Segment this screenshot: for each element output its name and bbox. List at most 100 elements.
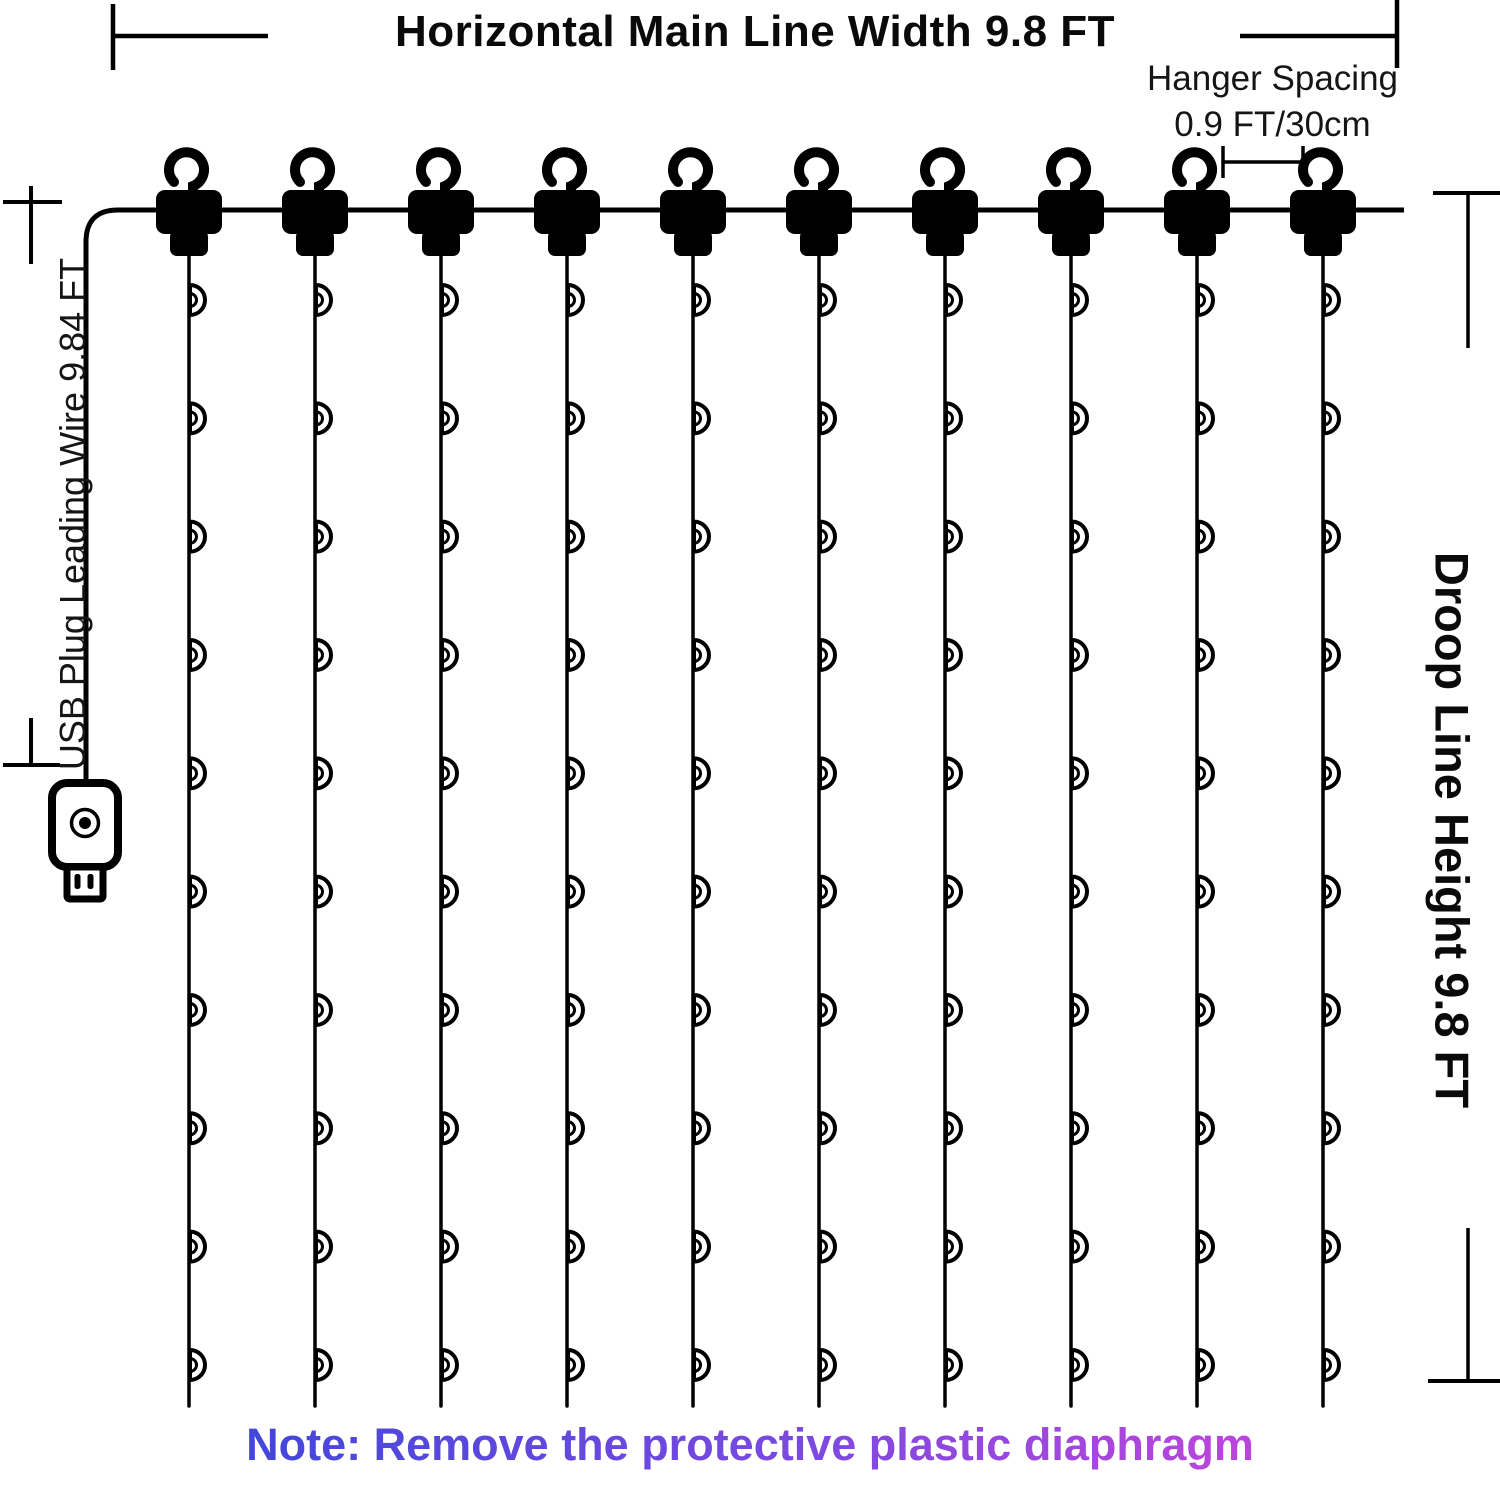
led-bulb-icon bbox=[314, 282, 333, 318]
led-bulb-icon bbox=[566, 756, 585, 791]
led-bulb-icon bbox=[314, 992, 333, 1027]
led-bulb-icon bbox=[1070, 992, 1089, 1027]
led-bulb-icon bbox=[944, 637, 963, 672]
led-bulb-icon bbox=[692, 637, 711, 672]
led-bulb-icon bbox=[188, 756, 207, 791]
led-bulb-icon bbox=[818, 519, 837, 554]
led-bulb-icon bbox=[944, 1347, 963, 1382]
led-bulb-icon bbox=[188, 519, 207, 554]
hanger-hook-icon bbox=[786, 147, 852, 256]
hanger-hook-icon bbox=[156, 147, 222, 256]
led-bulb-icon bbox=[188, 401, 207, 436]
hanger-hook-icon bbox=[1290, 147, 1356, 256]
led-bulb-icon bbox=[314, 401, 333, 436]
led-bulb-icon bbox=[1196, 1111, 1215, 1146]
led-bulb-icon bbox=[692, 1229, 711, 1264]
note-banner: Note: Remove the protective plastic diap… bbox=[0, 1419, 1500, 1471]
led-bulb-icon bbox=[1322, 992, 1341, 1027]
led-bulb-icon bbox=[692, 401, 711, 436]
hanger-hook-icon bbox=[1038, 147, 1104, 256]
led-bulb-icon bbox=[692, 992, 711, 1027]
led-bulb-icon bbox=[818, 1111, 837, 1146]
led-bulb-icon bbox=[1196, 992, 1215, 1027]
led-bulb-icon bbox=[566, 519, 585, 554]
led-bulb-icon bbox=[692, 874, 711, 909]
led-bulb-icon bbox=[1322, 1347, 1341, 1382]
led-bulb-icon bbox=[692, 282, 711, 318]
led-bulb-icon bbox=[188, 1111, 207, 1146]
led-bulb-icon bbox=[314, 1347, 333, 1382]
led-bulb-icon bbox=[1070, 1111, 1089, 1146]
led-bulb-icon bbox=[1196, 282, 1215, 318]
led-bulb-icon bbox=[818, 756, 837, 791]
led-bulb-icon bbox=[188, 992, 207, 1027]
hanger-spacing-value: 0.9 FT/30cm bbox=[1174, 104, 1371, 144]
led-bulb-icon bbox=[944, 992, 963, 1027]
led-bulb-icon bbox=[944, 756, 963, 791]
led-bulb-icon bbox=[440, 1347, 459, 1382]
led-bulb-icon bbox=[314, 1111, 333, 1146]
led-bulb-icon bbox=[692, 1111, 711, 1146]
droop-height-label: Droop Line Height 9.8 FT bbox=[1425, 551, 1479, 1109]
led-bulb-icon bbox=[1196, 401, 1215, 436]
led-bulb-icon bbox=[566, 1111, 585, 1146]
led-bulb-icon bbox=[440, 756, 459, 791]
led-bulb-icon bbox=[1196, 519, 1215, 554]
led-bulb-icon bbox=[566, 282, 585, 318]
led-bulb-icon bbox=[1196, 756, 1215, 791]
led-bulb-icon bbox=[566, 1347, 585, 1382]
hanger-hook-icon bbox=[408, 147, 474, 256]
led-bulb-icon bbox=[314, 1229, 333, 1264]
hanger-spacing-label: Hanger Spacing 0.9 FT/30cm bbox=[1130, 56, 1415, 147]
led-bulb-icon bbox=[818, 1229, 837, 1264]
led-bulb-icon bbox=[818, 282, 837, 318]
led-bulb-icon bbox=[440, 1229, 459, 1264]
led-bulb-icon bbox=[440, 1111, 459, 1146]
led-bulb-icon bbox=[1070, 756, 1089, 791]
hanger-hook-icon bbox=[534, 147, 600, 256]
led-bulb-icon bbox=[818, 401, 837, 436]
led-bulb-icon bbox=[188, 1347, 207, 1382]
led-bulb-icon bbox=[1070, 282, 1089, 318]
led-bulb-icon bbox=[440, 519, 459, 554]
led-bulb-icon bbox=[1322, 282, 1341, 318]
led-bulb-icon bbox=[818, 1347, 837, 1382]
led-bulb-icon bbox=[944, 282, 963, 318]
hanger-hook-icon bbox=[1164, 147, 1230, 256]
led-bulb-icon bbox=[440, 637, 459, 672]
hanger-hook-icon bbox=[282, 147, 348, 256]
main-line-and-usb-wire bbox=[83, 207, 1404, 783]
led-bulb-icon bbox=[566, 1229, 585, 1264]
led-bulb-icon bbox=[188, 282, 207, 318]
led-bulb-icon bbox=[188, 1229, 207, 1264]
led-bulb-icon bbox=[692, 756, 711, 791]
led-bulb-icon bbox=[944, 401, 963, 436]
hanger-hook-icon bbox=[912, 147, 978, 256]
led-bulb-icon bbox=[1196, 1347, 1215, 1382]
led-bulb-icon bbox=[314, 637, 333, 672]
usb-wire-length-label: USB Plug Leading Wire 9.84 FT bbox=[52, 257, 93, 771]
led-bulb-icon bbox=[440, 282, 459, 318]
led-bulb-icon bbox=[944, 1111, 963, 1146]
led-bulb-icon bbox=[692, 1347, 711, 1382]
led-bulb-icon bbox=[1196, 1229, 1215, 1264]
led-bulb-icon bbox=[188, 874, 207, 909]
led-bulb-icon bbox=[1322, 519, 1341, 554]
led-bulb-icon bbox=[440, 401, 459, 436]
led-bulb-icon bbox=[692, 519, 711, 554]
main-line-width-label: Horizontal Main Line Width 9.8 FT bbox=[394, 7, 1116, 56]
led-bulb-icon bbox=[1322, 1229, 1341, 1264]
led-bulb-icon bbox=[566, 637, 585, 672]
led-bulb-icon bbox=[188, 637, 207, 672]
led-bulb-icon bbox=[440, 874, 459, 909]
led-bulb-icon bbox=[1070, 401, 1089, 436]
usb-plug-icon bbox=[48, 779, 122, 903]
led-bulb-icon bbox=[440, 992, 459, 1027]
hanger-hook-icon bbox=[660, 147, 726, 256]
led-bulb-icon bbox=[314, 874, 333, 909]
led-bulb-icon bbox=[566, 401, 585, 436]
led-bulb-icon bbox=[566, 874, 585, 909]
led-bulb-icon bbox=[1322, 637, 1341, 672]
led-bulb-icon bbox=[944, 519, 963, 554]
